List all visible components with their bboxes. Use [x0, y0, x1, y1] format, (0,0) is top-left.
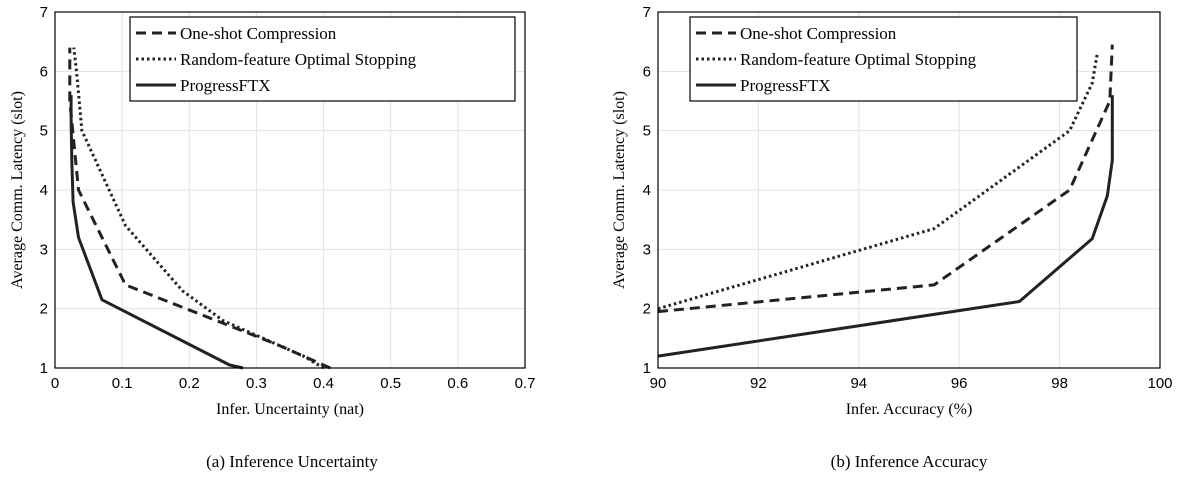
x-tick-label: 0.5	[380, 375, 401, 392]
x-tick-label: 94	[850, 375, 867, 392]
legend-label-one-shot: One-shot Compression	[740, 24, 897, 43]
x-tick-label: 0.3	[246, 375, 267, 392]
x-tick-label: 100	[1147, 375, 1172, 392]
y-tick-label: 4	[643, 182, 651, 199]
y-tick-label: 5	[40, 123, 48, 140]
y-tick-label: 5	[643, 123, 651, 140]
y-tick-label: 1	[643, 360, 651, 377]
caption-a: (a) Inference Uncertainty	[206, 452, 378, 471]
series-layer	[68, 47, 331, 370]
x-tick-label: 0.4	[313, 375, 334, 392]
x-tick-label: 96	[951, 375, 968, 392]
y-tick-label: 7	[40, 4, 48, 21]
y-tick-label: 1	[40, 360, 48, 377]
plot-frame	[657, 11, 1161, 369]
y-tick-label: 3	[40, 241, 48, 258]
y-tick-label: 6	[643, 63, 651, 80]
legend-label-one-shot: One-shot Compression	[180, 24, 337, 43]
series-line-one-shot-compression	[657, 44, 1114, 314]
legend-label-random-feature: Random-feature Optimal Stopping	[740, 50, 977, 69]
x-tick-label: 98	[1051, 375, 1068, 392]
legend-label-random-feature: Random-feature Optimal Stopping	[180, 50, 417, 69]
legend: One-shot Compression Random-feature Opti…	[129, 16, 516, 102]
x-axis-label: Infer. Accuracy (%)	[846, 401, 973, 418]
chart-panel-uncertainty: 0 0.1 0.2 0.3 0.4 0.5 0.6 0.7 1 2 3 4 5 6 7 Infer. Unc…	[9, 4, 535, 471]
x-tick-label: 0.2	[179, 375, 200, 392]
x-tick-label: 90	[650, 375, 667, 392]
x-tick-label: 0.1	[112, 375, 133, 392]
y-tick-label: 2	[643, 301, 651, 318]
series-line-random-feature-optimal-stopping	[72, 47, 325, 370]
x-tick-label: 0	[51, 375, 59, 392]
chart-panel-accuracy: 90 92 94 96 98 100 1 2 3 4 5 6 7 Infer. Accuracy (%)…	[611, 4, 1173, 471]
y-tick-label: 2	[40, 301, 48, 318]
y-axis-label: Average Comm. Latency (slot)	[9, 91, 26, 289]
y-tick-label: 6	[40, 63, 48, 80]
x-tick-label: 0.7	[515, 375, 536, 392]
series-line-progressftx	[657, 95, 1114, 358]
y-tick-label: 7	[643, 4, 651, 21]
plot-frame	[54, 11, 526, 369]
caption-b: (b) Inference Accuracy	[831, 452, 988, 471]
x-tick-label: 92	[750, 375, 767, 392]
legend-label-progressftx: ProgressFTX	[740, 76, 831, 95]
legend-label-progressftx: ProgressFTX	[180, 76, 271, 95]
y-tick-label: 3	[643, 241, 651, 258]
x-axis-label: Infer. Uncertainty (nat)	[216, 401, 364, 418]
tick-labels: 90 92 94 96 98 100 1 2 3 4 5 6 7	[643, 4, 1173, 392]
series-line-progressftx	[69, 95, 244, 370]
legend-box	[689, 16, 1078, 102]
x-tick-label: 0.6	[447, 375, 468, 392]
legend-box	[129, 16, 516, 102]
legend: One-shot Compression Random-feature Opti…	[689, 16, 1078, 102]
y-tick-label: 4	[40, 182, 48, 199]
series-layer	[657, 44, 1114, 358]
series-line-random-feature-optimal-stopping	[657, 53, 1099, 311]
tick-labels: 0 0.1 0.2 0.3 0.4 0.5 0.6 0.7 1 2 3 4 5 6 7	[40, 4, 536, 392]
y-axis-label: Average Comm. Latency (slot)	[611, 91, 628, 289]
